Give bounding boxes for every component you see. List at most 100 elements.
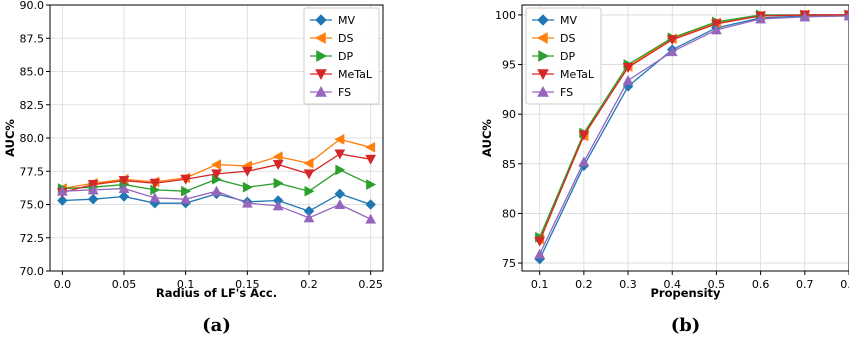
data-point-metal — [622, 63, 634, 74]
legend-label-mv: MV — [338, 14, 355, 27]
y-tick-label: 70.0 — [20, 265, 45, 278]
data-point-mv — [118, 191, 130, 202]
legend-marker-ds — [314, 32, 326, 44]
data-point-mv — [87, 193, 99, 205]
data-point-fs — [578, 156, 590, 167]
legend-marker-mv — [315, 14, 327, 26]
data-point-fs — [149, 192, 161, 203]
x-tick-label: 0.1 — [177, 278, 195, 291]
legend-marker-dp — [538, 50, 550, 62]
data-point-mv — [56, 195, 68, 206]
data-point-dp — [273, 177, 284, 189]
y-tick-label: 77.5 — [20, 165, 45, 178]
y-tick-label: 85 — [502, 158, 516, 171]
x-tick-label: 0.4 — [663, 278, 681, 291]
data-point-mv — [334, 188, 346, 200]
chart-panel-a: 70.0 72.5 75.0 77.5 80.0 82.5 85.0 87.5 90.0 0.0 0… — [3, 0, 384, 336]
data-point-fs — [799, 11, 811, 22]
data-point-metal — [578, 130, 590, 141]
data-point-ds — [272, 151, 283, 163]
series-line-metal — [539, 14, 849, 242]
data-point-metal — [118, 176, 130, 187]
x-tick-label: 0.2 — [300, 278, 318, 291]
x-tick-label: 0.3 — [619, 278, 637, 291]
legend-label-dp: DP — [560, 50, 575, 63]
legend-label-metal: MeTaL — [560, 68, 595, 81]
x-tick-label: 0.05 — [112, 278, 137, 291]
data-point-ds — [303, 157, 314, 169]
data-point-metal — [534, 236, 546, 247]
y-tick-label: 90 — [502, 108, 516, 121]
data-point-dp — [304, 185, 315, 197]
data-point-dp — [366, 179, 377, 190]
legend-marker-metal — [315, 69, 327, 81]
data-point-ds — [334, 133, 345, 145]
x-tick-label: 0.6 — [752, 278, 770, 291]
data-point-fs — [365, 213, 377, 224]
data-point-fs — [118, 183, 130, 194]
x-axis-label: Radius of LF's Acc. — [156, 286, 277, 300]
data-point-fs — [534, 248, 546, 259]
data-point-dp — [181, 185, 192, 197]
legend-label-ds: DS — [338, 32, 353, 45]
data-point-fs — [711, 24, 722, 35]
legend-marker-fs — [537, 85, 549, 97]
legend: MV DS DP MeTaL FS — [525, 7, 602, 105]
legend-label-metal: MeTaL — [338, 68, 373, 81]
data-point-ds — [210, 159, 221, 171]
data-point-metal — [711, 19, 722, 30]
data-point-metal — [365, 154, 377, 165]
legend-marker-dp — [316, 50, 328, 62]
y-tick-label: 87.5 — [20, 32, 45, 45]
data-point-fs — [666, 46, 678, 57]
y-tick-label: 100 — [495, 9, 516, 22]
x-axis-label: Propensity — [651, 286, 722, 300]
x-tick-label: 0.0 — [54, 278, 72, 291]
data-point-metal — [180, 174, 192, 185]
data-point-metal — [334, 149, 346, 160]
x-tick-label: 0.2 — [575, 278, 593, 291]
legend-marker-fs — [315, 85, 327, 97]
x-tick-label: 0.5 — [708, 278, 726, 291]
y-tick-label: 90.0 — [20, 0, 45, 12]
data-point-metal — [666, 35, 678, 46]
panel-label: (a) — [202, 315, 231, 336]
y-axis-label: AUC% — [3, 119, 17, 157]
data-point-fs — [303, 212, 315, 223]
legend-label-fs: FS — [338, 86, 351, 99]
data-point-metal — [241, 166, 253, 177]
panel-label: (b) — [671, 315, 701, 336]
x-tick-label: 0.7 — [796, 278, 814, 291]
data-point-metal — [211, 169, 222, 180]
legend-marker-mv — [537, 14, 549, 26]
legend-label-mv: MV — [560, 14, 577, 27]
data-point-fs — [755, 13, 767, 24]
data-point-ds — [365, 141, 376, 153]
data-point-fs — [180, 193, 192, 204]
data-point-metal — [303, 169, 315, 180]
legend-label-fs: FS — [560, 86, 573, 99]
data-point-fs — [843, 10, 849, 21]
legend-marker-metal — [537, 69, 549, 81]
y-tick-label: 82.5 — [20, 99, 45, 112]
data-point-fs — [622, 74, 634, 85]
x-tick-label: 0.1 — [531, 278, 549, 291]
legend: MV DS DP MeTaL FS — [303, 7, 380, 105]
y-tick-label: 75.0 — [20, 199, 45, 212]
legend-label-dp: DP — [338, 50, 353, 63]
x-tick-label: 0.25 — [358, 278, 383, 291]
legend-box — [303, 7, 380, 105]
data-point-fs — [272, 200, 284, 211]
series-line-mv — [539, 14, 849, 260]
data-point-metal — [272, 160, 284, 171]
y-tick-label: 85.0 — [20, 66, 45, 79]
data-point-fs — [87, 184, 99, 195]
legend-label-ds: DS — [560, 32, 575, 45]
y-tick-label: 72.5 — [20, 232, 45, 245]
x-tick-label: 0.8 — [840, 278, 849, 291]
legend-box — [525, 7, 602, 105]
series-line-fs — [539, 15, 849, 255]
legend-marker-ds — [536, 32, 548, 44]
chart-panel-b: 75 80 85 90 95 100 0.1 0.2 0.3 0.4 0.5 0.6 0.7 0.8 Pro… — [480, 4, 849, 336]
